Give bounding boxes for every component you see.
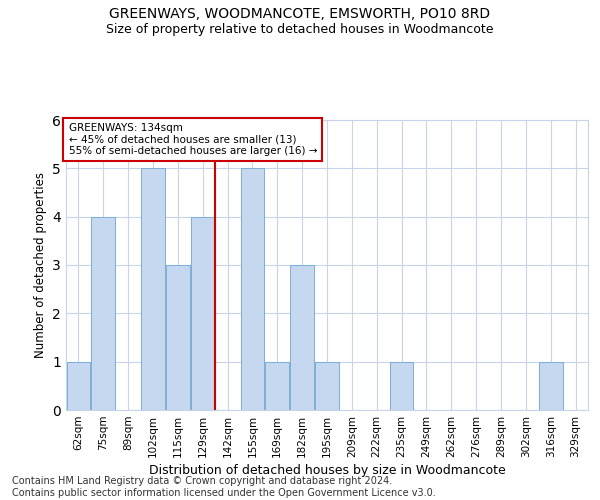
Bar: [191, 216, 215, 410]
Text: Size of property relative to detached houses in Woodmancote: Size of property relative to detached ho…: [106, 22, 494, 36]
Text: Contains HM Land Registry data © Crown copyright and database right 2024.
Contai: Contains HM Land Registry data © Crown c…: [12, 476, 436, 498]
Text: GREENWAYS: 134sqm
← 45% of detached houses are smaller (13)
55% of semi-detached: GREENWAYS: 134sqm ← 45% of detached hous…: [68, 123, 317, 156]
Bar: [315, 362, 339, 410]
Bar: [290, 265, 314, 410]
Bar: [91, 216, 115, 410]
Bar: [265, 362, 289, 410]
Bar: [67, 362, 90, 410]
Bar: [539, 362, 563, 410]
Bar: [241, 168, 264, 410]
Y-axis label: Number of detached properties: Number of detached properties: [34, 172, 47, 358]
Text: GREENWAYS, WOODMANCOTE, EMSWORTH, PO10 8RD: GREENWAYS, WOODMANCOTE, EMSWORTH, PO10 8…: [109, 8, 491, 22]
Bar: [390, 362, 413, 410]
Bar: [141, 168, 165, 410]
X-axis label: Distribution of detached houses by size in Woodmancote: Distribution of detached houses by size …: [149, 464, 505, 477]
Bar: [166, 265, 190, 410]
